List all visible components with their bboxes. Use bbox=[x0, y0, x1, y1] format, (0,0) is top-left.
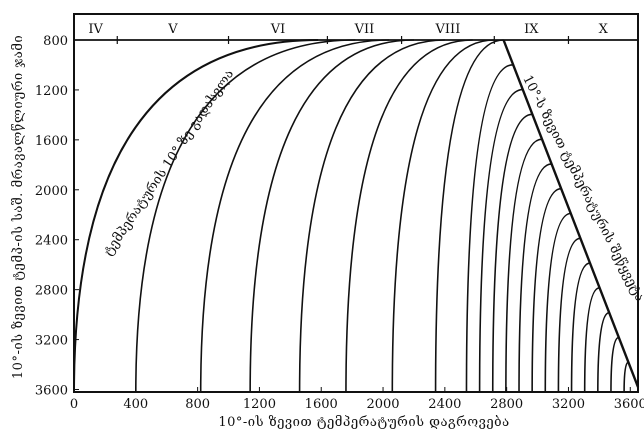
plot-frame bbox=[73, 13, 639, 393]
x-tick-label: 1600 bbox=[305, 397, 338, 412]
start-annotation: ტემპერატურის 10°-ზე გადასვლა bbox=[101, 67, 237, 259]
x-tick-label: 3600 bbox=[614, 397, 644, 412]
curve-line bbox=[345, 39, 473, 393]
curve-line bbox=[249, 39, 414, 393]
zone-label: IX bbox=[524, 22, 539, 37]
curve-line bbox=[623, 361, 629, 393]
zone-label: V bbox=[167, 22, 178, 37]
curve-line bbox=[557, 237, 581, 393]
zone-label: VI bbox=[270, 22, 286, 37]
plot-border bbox=[73, 13, 639, 393]
curve-line bbox=[298, 39, 445, 393]
x-tick-label: 2000 bbox=[366, 397, 399, 412]
zone-strip: IV V VI VII VIII IX X bbox=[88, 22, 609, 44]
curve-line bbox=[73, 39, 319, 393]
x-tick-label: 2800 bbox=[490, 397, 523, 412]
zone-label: X bbox=[599, 22, 609, 37]
y-tick-label: 3200 bbox=[35, 334, 68, 349]
curve-line bbox=[491, 113, 533, 393]
curve-line bbox=[544, 212, 571, 393]
curve-line bbox=[135, 39, 356, 393]
end-annotation: 10°-ს ზევით ტემპერატურის შეწყვეტა bbox=[519, 73, 644, 304]
zone-label: VII bbox=[354, 22, 375, 37]
curve-line bbox=[597, 311, 610, 393]
y-tick-label: 2400 bbox=[35, 234, 68, 249]
y-tick-label: 1200 bbox=[35, 84, 68, 99]
y-axis-ticks: 800 1200 1600 2000 2400 2800 3200 3600 bbox=[35, 34, 79, 399]
y-tick-label: 2800 bbox=[35, 284, 68, 299]
x-tick-label: 3200 bbox=[552, 397, 585, 412]
x-axis-ticks: 0 400 800 1200 1600 2000 2400 2800 3200 3600 bbox=[70, 387, 644, 412]
curve-line bbox=[434, 39, 504, 393]
x-tick-label: 800 bbox=[185, 397, 210, 412]
curve-line bbox=[199, 39, 390, 393]
x-tick-label: 2400 bbox=[428, 397, 461, 412]
curve-line bbox=[610, 336, 620, 393]
curve-line bbox=[478, 88, 523, 393]
zone-label: VIII bbox=[435, 22, 461, 37]
curve-line bbox=[465, 63, 514, 393]
y-tick-label: 1600 bbox=[35, 134, 68, 149]
y-tick-label: 3600 bbox=[35, 384, 68, 399]
zone-label: IV bbox=[88, 22, 103, 37]
curve-line bbox=[391, 39, 495, 393]
y-tick-label: 800 bbox=[43, 34, 68, 49]
curve-line bbox=[518, 163, 552, 393]
y-tick-label: 2000 bbox=[35, 184, 68, 199]
curve-line bbox=[583, 287, 600, 393]
curve-line bbox=[570, 262, 591, 393]
x-axis-label: 10°-ის ზევით ტემპერატურის დაგროვება bbox=[218, 415, 509, 430]
x-tick-label: 0 bbox=[70, 397, 78, 412]
x-tick-label: 1200 bbox=[243, 397, 276, 412]
curves-layer bbox=[73, 39, 640, 393]
x-tick-label: 400 bbox=[123, 397, 148, 412]
curve-line bbox=[531, 187, 562, 393]
curve-line bbox=[505, 138, 543, 393]
y-axis-label: 10°-ის ზევით ტემპ-ის საშ. მრავალწლიური ჯ… bbox=[11, 35, 26, 379]
